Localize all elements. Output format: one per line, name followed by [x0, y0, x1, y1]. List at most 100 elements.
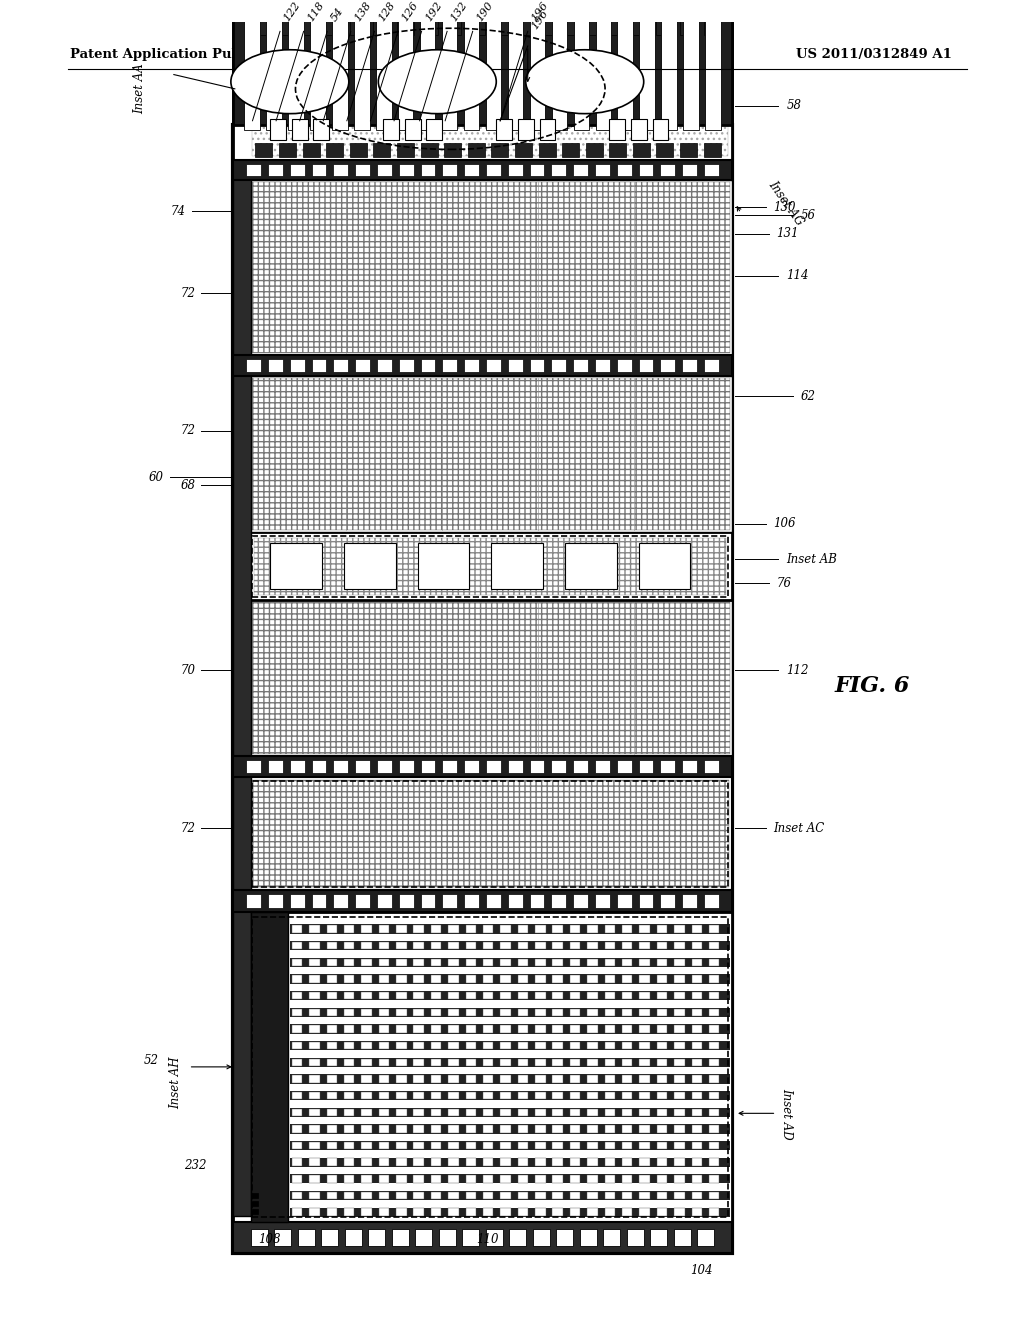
Bar [466, 1076, 476, 1082]
Bar [709, 1159, 720, 1166]
Bar [379, 1175, 389, 1183]
Bar [639, 991, 650, 999]
Bar [431, 1008, 441, 1016]
Bar [396, 1092, 407, 1100]
Bar [466, 1208, 476, 1216]
Bar [309, 1092, 319, 1100]
Bar [604, 1092, 615, 1100]
Bar [327, 1109, 337, 1115]
Bar [396, 1192, 407, 1200]
Bar [586, 144, 603, 157]
Bar [444, 144, 461, 157]
Bar [570, 975, 581, 983]
Bar [691, 975, 702, 983]
Bar [518, 1092, 528, 1100]
Bar [466, 1175, 476, 1183]
Bar [396, 925, 407, 933]
Bar [327, 21, 343, 36]
Bar [570, 925, 581, 933]
Bar [518, 975, 528, 983]
Bar [639, 1192, 650, 1200]
Bar [656, 925, 668, 933]
Bar [656, 1109, 668, 1115]
Bar [536, 1192, 546, 1200]
Bar [344, 1159, 354, 1166]
Bar [553, 958, 563, 966]
Bar [622, 975, 633, 983]
Bar [483, 1008, 494, 1016]
Bar [622, 1026, 633, 1032]
Bar [396, 1076, 407, 1082]
Bar [344, 942, 354, 949]
Bar [232, 376, 732, 532]
Bar [290, 1140, 730, 1150]
Bar [553, 1059, 563, 1067]
Bar [573, 13, 590, 129]
Bar [656, 1026, 668, 1032]
Bar [290, 1034, 730, 1041]
Bar [396, 1175, 407, 1183]
Bar [553, 1175, 563, 1183]
Bar [622, 1059, 633, 1067]
Text: 72: 72 [180, 822, 196, 834]
Bar [344, 1026, 354, 1032]
Bar [536, 1159, 546, 1166]
Bar [309, 1059, 319, 1067]
Bar [639, 1208, 650, 1216]
Bar [683, 13, 699, 129]
Bar [414, 1142, 424, 1150]
Bar [268, 164, 283, 176]
Bar [290, 1175, 730, 1184]
Bar [656, 1008, 668, 1016]
Bar [656, 1208, 668, 1216]
Bar [345, 1229, 361, 1246]
Bar [292, 991, 302, 999]
Bar [251, 780, 729, 887]
Bar [431, 1192, 441, 1200]
Bar [536, 1142, 546, 1150]
Bar [311, 164, 327, 176]
Bar [682, 760, 697, 774]
Text: Inset AG: Inset AG [766, 178, 806, 228]
Bar [639, 942, 650, 949]
Bar [682, 359, 697, 372]
Bar [570, 1059, 581, 1067]
Bar [709, 1008, 720, 1016]
Bar [639, 1041, 650, 1049]
Bar [421, 359, 435, 372]
Bar [529, 359, 545, 372]
Bar [622, 1092, 633, 1100]
Bar [464, 359, 479, 372]
Bar [501, 1109, 511, 1115]
Bar [344, 1076, 354, 1082]
Bar [483, 1109, 494, 1115]
Bar [660, 895, 675, 908]
Bar [244, 13, 260, 129]
Bar [420, 13, 435, 129]
Bar [361, 925, 372, 933]
Bar [616, 164, 632, 176]
Bar [414, 1076, 424, 1082]
Bar [251, 1229, 268, 1246]
Bar [344, 925, 354, 933]
Bar [518, 1008, 528, 1016]
Bar [292, 1008, 302, 1016]
Bar [540, 119, 555, 140]
Bar [518, 1142, 528, 1150]
Bar [508, 359, 522, 372]
Bar [361, 958, 372, 966]
Bar [622, 1142, 633, 1150]
Bar [562, 21, 580, 36]
Bar [536, 1026, 546, 1032]
Bar [466, 1092, 476, 1100]
Bar [414, 1208, 424, 1216]
Bar [253, 1201, 258, 1206]
Bar [466, 1192, 476, 1200]
Bar [656, 975, 668, 983]
Bar [379, 1125, 389, 1133]
Bar [691, 1142, 702, 1150]
Bar [529, 164, 545, 176]
Bar [431, 958, 441, 966]
Bar [355, 164, 370, 176]
Bar [361, 1059, 372, 1067]
